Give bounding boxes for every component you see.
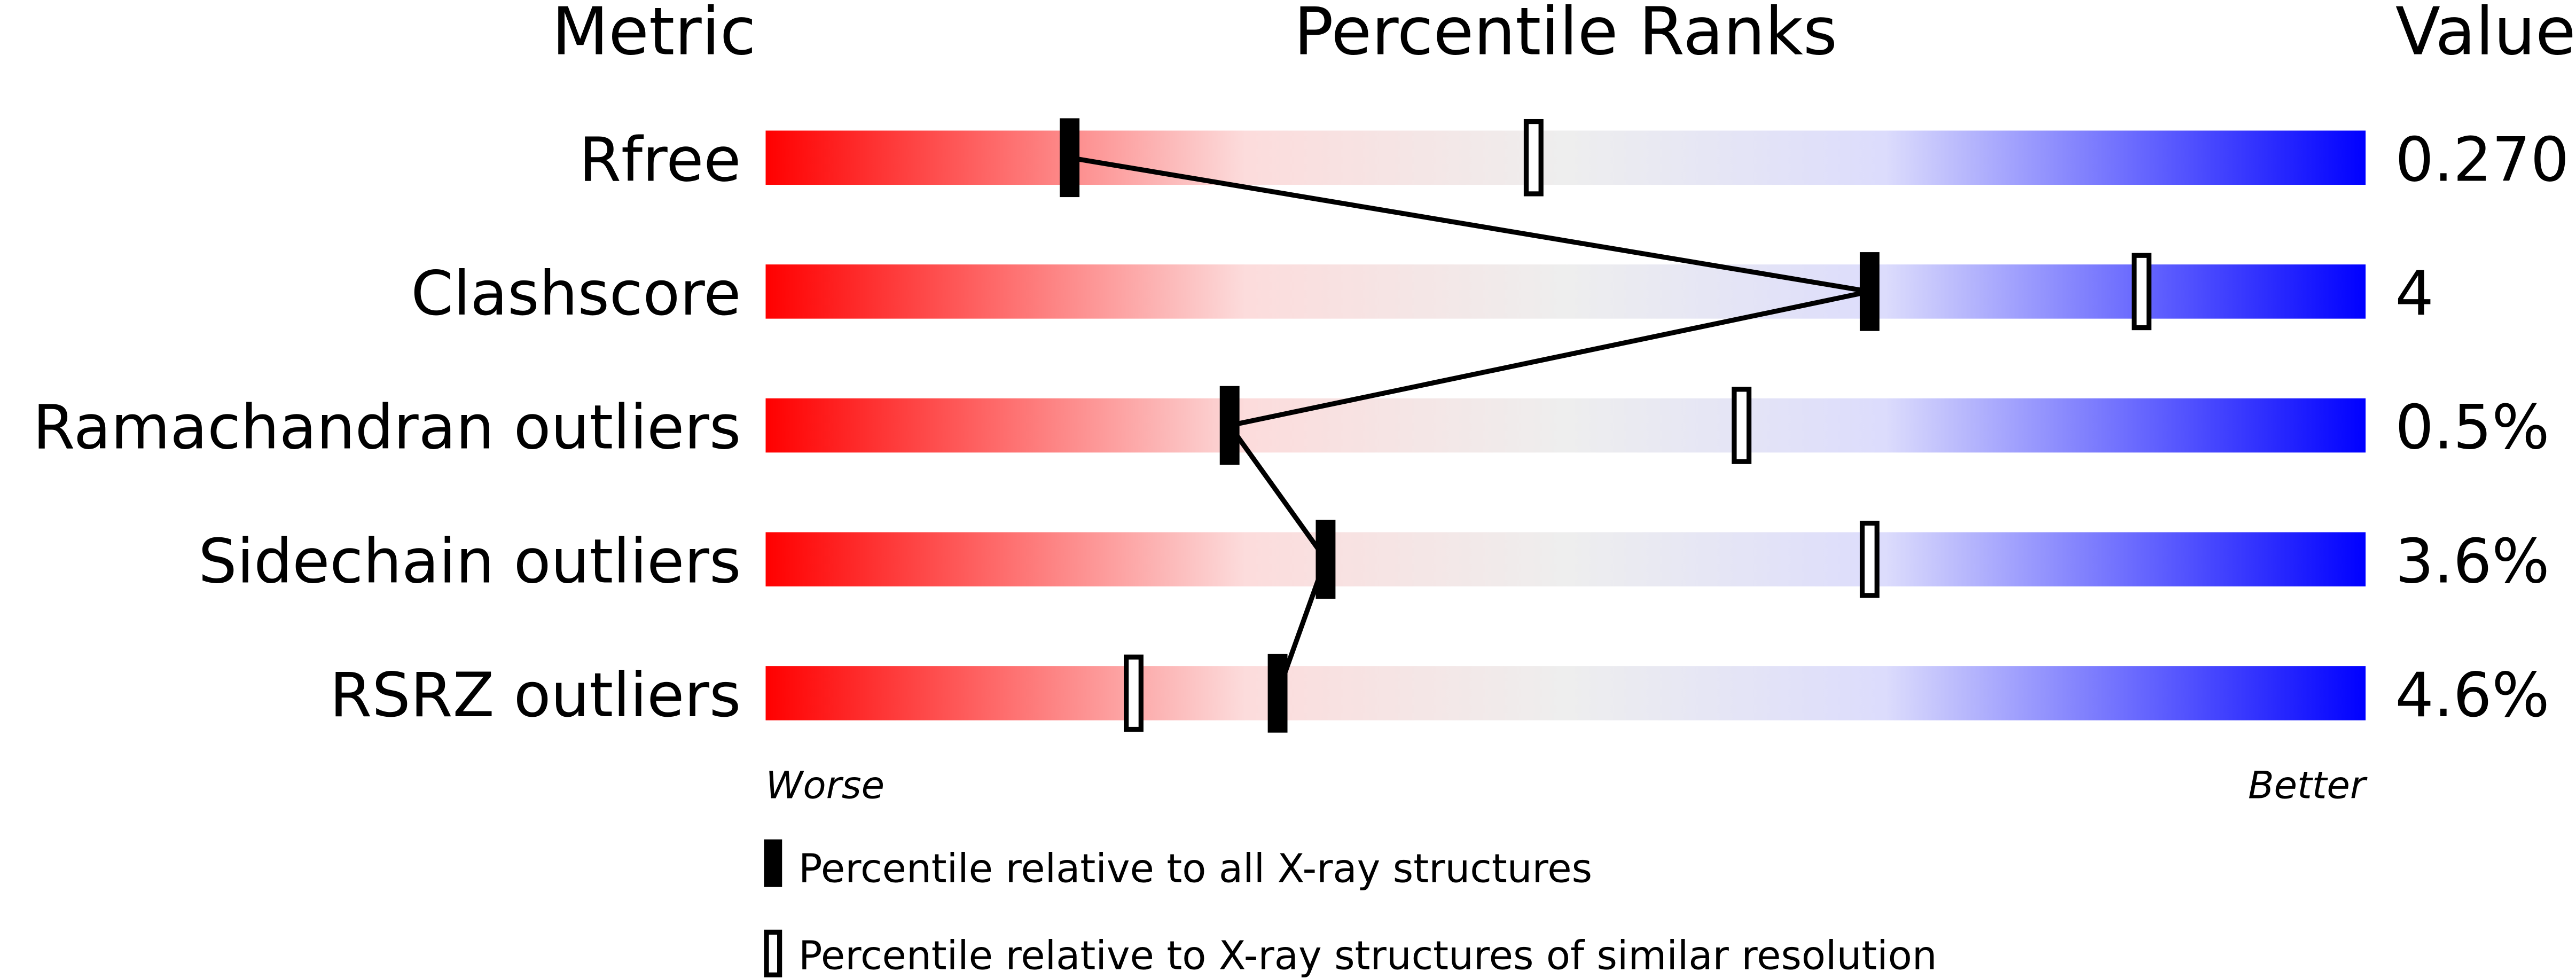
metric-label: Rfree (579, 124, 741, 195)
header-metric: Metric (552, 0, 756, 70)
percentile-bar (765, 666, 2366, 720)
legend-open-label: Percentile relative to X-ray structures … (798, 933, 1937, 979)
marker-similar-resolution (1732, 387, 1752, 464)
legend-filled-label: Percentile relative to all X-ray structu… (798, 846, 1592, 892)
header-percentile: Percentile Ranks (1294, 0, 1837, 70)
marker-all-structures (1316, 520, 1336, 599)
marker-all-structures (1859, 252, 1880, 331)
worse-label: Worse (765, 763, 884, 808)
metric-value: 4.6% (2395, 660, 2549, 731)
metric-value: 0.5% (2395, 392, 2549, 463)
metric-value: 0.270 (2395, 124, 2569, 195)
metric-label: Clashscore (411, 258, 741, 329)
percentile-bar (765, 264, 2366, 319)
metric-label: RSRZ outliers (330, 660, 741, 731)
marker-similar-resolution (1523, 119, 1544, 197)
legend-open-marker (764, 929, 782, 977)
legend-filled-marker (764, 839, 782, 887)
marker-similar-resolution (1859, 520, 1880, 598)
better-label: Better (2248, 763, 2368, 808)
percentile-bar (765, 398, 2366, 453)
marker-all-structures (1219, 386, 1240, 465)
marker-similar-resolution (2132, 253, 2152, 331)
marker-all-structures (1267, 654, 1288, 733)
percentile-bar (765, 130, 2366, 185)
marker-all-structures (1060, 118, 1080, 198)
percentile-bar (765, 532, 2366, 586)
metric-label: Ramachandran outliers (33, 392, 741, 463)
metric-value: 4 (2395, 258, 2433, 329)
marker-similar-resolution (1124, 654, 1144, 732)
metric-label: Sidechain outliers (198, 526, 741, 597)
metric-value: 3.6% (2395, 526, 2549, 597)
header-value: Value (2395, 0, 2576, 70)
